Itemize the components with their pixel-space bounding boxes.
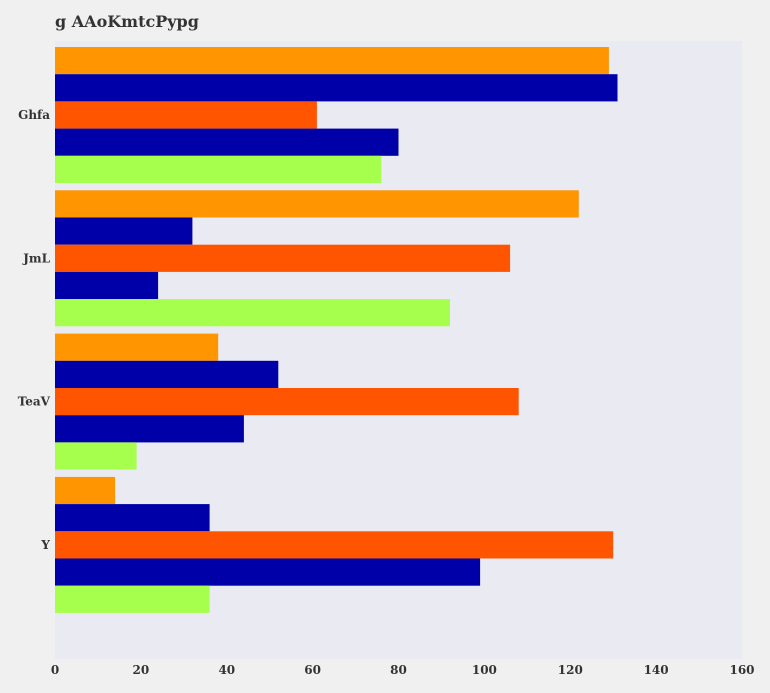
- x-tick-label: 80: [390, 663, 407, 677]
- y-axis: Ghfa JmL TeaV Y: [18, 108, 51, 552]
- bar-group: [55, 47, 618, 613]
- bar-jml-series-2: [55, 217, 193, 245]
- x-tick-label: 100: [472, 663, 497, 677]
- bar-ghfa-series-5: [55, 155, 382, 183]
- x-tick-label: 0: [51, 663, 59, 677]
- bar-teav-series-3: [55, 388, 519, 416]
- bar-teav-series-4: [55, 415, 244, 443]
- x-tick-label: 20: [133, 663, 150, 677]
- y-tick-label: JmL: [22, 251, 50, 265]
- bar-ghfa-series-2: [55, 74, 618, 102]
- bar-y-series-2: [55, 504, 210, 532]
- bar-teav-series-2: [55, 360, 279, 388]
- bar-ghfa-series-4: [55, 128, 399, 156]
- bar-ghfa-series-3: [55, 101, 317, 129]
- bar-jml-series-4: [55, 271, 159, 300]
- bar-teav-series-1: [55, 333, 219, 361]
- x-tick-label: 140: [644, 663, 669, 677]
- x-axis: 0 20 40 60 80 100 120 140 160: [51, 663, 755, 677]
- y-tick-label: Y: [40, 538, 50, 552]
- bar-y-series-5: [55, 585, 210, 613]
- x-tick-label: 60: [304, 663, 321, 677]
- bar-ghfa-series-1: [55, 47, 609, 75]
- bar-jml-series-3: [55, 244, 511, 272]
- x-tick-label: 40: [218, 663, 235, 677]
- bar-jml-series-5: [55, 299, 450, 327]
- bar-teav-series-5: [55, 442, 137, 470]
- bar-y-series-4: [55, 558, 481, 586]
- chart-title: g AAoKmtcPypg: [55, 12, 199, 31]
- y-tick-label: TeaV: [18, 395, 51, 409]
- bar-jml-series-1: [55, 190, 579, 218]
- x-tick-label: 120: [558, 663, 583, 677]
- y-tick-label: Ghfa: [18, 108, 50, 122]
- bar-y-series-1: [55, 476, 116, 505]
- x-tick-label: 160: [729, 663, 754, 677]
- bar-y-series-3: [55, 531, 614, 559]
